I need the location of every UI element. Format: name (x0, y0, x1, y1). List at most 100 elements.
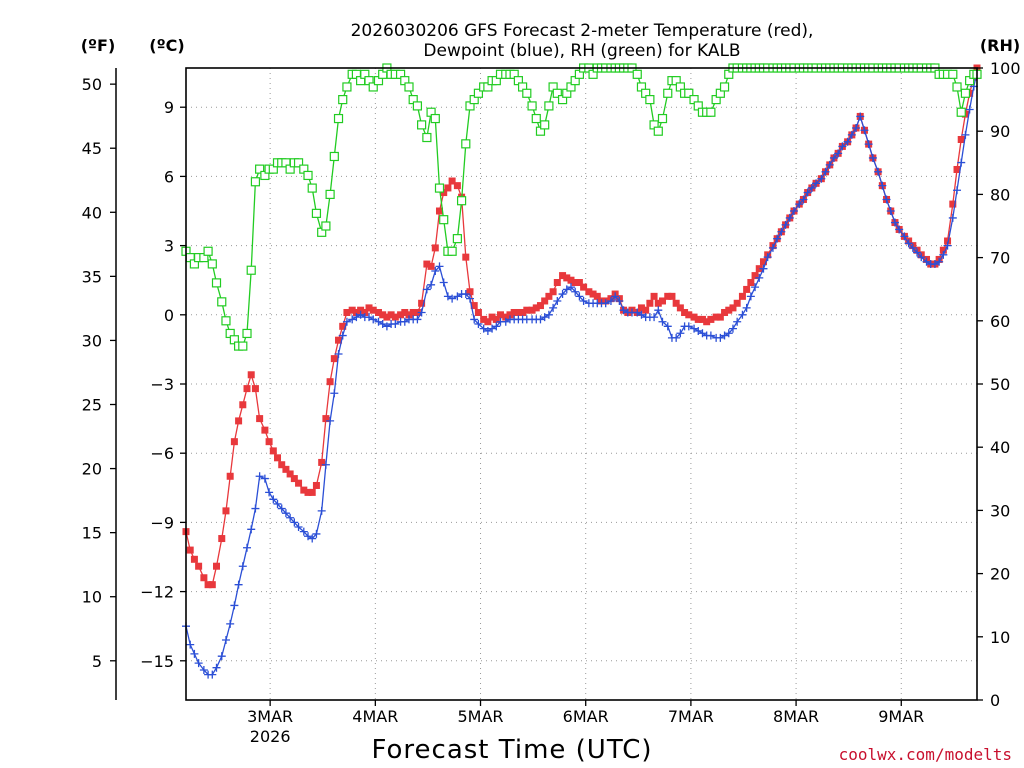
temperature-point (654, 299, 662, 307)
temperature-point (589, 290, 597, 298)
temperature-point (712, 313, 720, 321)
celsius-tick-label: 0 (164, 306, 174, 325)
temperature-point (743, 285, 751, 293)
dewpoint-point (654, 306, 663, 315)
dewpoint-point (817, 174, 826, 183)
dewpoint-point (825, 160, 834, 169)
dewpoint-point (308, 534, 317, 543)
dewpoint-point (939, 250, 948, 259)
temperature-point (295, 479, 303, 487)
dewpoint-point (676, 329, 685, 338)
temperature-point (409, 308, 417, 316)
temperature-point (497, 311, 505, 319)
temperature-point (391, 313, 399, 321)
temperature-point (213, 562, 221, 570)
dewpoint-point (544, 310, 553, 319)
temperature-point (528, 306, 536, 314)
temperature-point (549, 288, 557, 296)
dewpoint-point (908, 243, 917, 252)
rh-point (368, 82, 378, 92)
rh-tick-label: 20 (990, 565, 1010, 584)
dewpoint-point (890, 218, 899, 227)
rh-point (293, 158, 304, 168)
fahrenheit-tick-label: 35 (82, 267, 102, 286)
dewpoint-point (838, 142, 847, 151)
rh-point (473, 88, 484, 98)
dewpoint-point (803, 188, 812, 197)
rh-point (434, 183, 445, 193)
temperature-point (418, 299, 426, 307)
temperature-point (707, 315, 715, 323)
temperature-point (195, 562, 203, 570)
dewpoint-point (378, 320, 387, 329)
rh-point (333, 113, 344, 124)
temperature-point (466, 288, 474, 296)
dewpoint-point (930, 260, 939, 269)
rh-point (960, 88, 971, 98)
dewpoint-point (435, 262, 444, 271)
dewpoint-point (860, 126, 869, 135)
dewpoint-point (961, 130, 970, 139)
dewpoint-point (226, 619, 235, 628)
temperature-point (453, 182, 461, 190)
temperature-point (703, 318, 711, 326)
temperature-point (278, 461, 286, 469)
temperature-point (470, 302, 478, 310)
temperature-point (190, 555, 198, 563)
fahrenheit-tick-label: 15 (82, 524, 102, 543)
temperature-point (339, 322, 347, 330)
temperature-point (571, 279, 579, 287)
dewpoint-point (251, 504, 260, 513)
celsius-tick-label: 3 (164, 237, 174, 256)
temperature-point (738, 292, 746, 300)
fahrenheit-tick-label: 50 (82, 75, 102, 94)
rh-point (250, 177, 261, 187)
dewpoint-point (348, 315, 357, 324)
temperature-point (330, 355, 338, 363)
temperature-point (725, 306, 733, 314)
dewpoint-point (882, 195, 891, 204)
temperature-point (448, 177, 456, 185)
temperature-point (413, 308, 421, 316)
rh-point (221, 316, 231, 326)
temperature-point (357, 306, 365, 314)
temperature-point (755, 265, 763, 273)
temperature-point (642, 306, 650, 314)
temperature-point (444, 184, 452, 192)
temperature-point (510, 308, 518, 316)
dewpoint-point (466, 294, 475, 303)
rh-point (632, 69, 642, 79)
dewpoint-point (878, 181, 887, 190)
rh-tick-label: 70 (990, 249, 1010, 268)
dewpoint-point (619, 306, 628, 315)
dewpoint-point (795, 200, 804, 209)
chart-title-line1: 2026030206 GFS Forecast 2-meter Temperat… (351, 21, 814, 41)
dewpoint-point (243, 543, 252, 552)
temperature-point (664, 292, 672, 300)
series-layer (181, 63, 982, 679)
rh-point (342, 82, 352, 92)
dewpoint-point (733, 317, 742, 326)
temperature-point (523, 306, 531, 314)
dewpoint-point (773, 234, 782, 243)
temperature-point (519, 308, 527, 316)
dewpoint-point (777, 227, 786, 236)
dewpoint-point (294, 523, 303, 532)
dewpoint-point (724, 329, 733, 338)
temperature-point (269, 447, 277, 455)
x-axis-title: Forecast Time (UTC) (371, 735, 652, 765)
rh-point (303, 170, 313, 181)
temperature-point (374, 308, 382, 316)
temperature-point (247, 371, 255, 379)
rh-point (307, 183, 317, 193)
rh-point (430, 113, 440, 124)
dewpoint-point (427, 280, 436, 289)
dewpoint-point (290, 518, 299, 527)
temperature-point (256, 415, 264, 423)
rh-point (412, 101, 423, 111)
dewpoint-point (453, 292, 462, 301)
dewpoint-point (269, 495, 278, 504)
dewpoint-point (807, 183, 816, 192)
rh-point (255, 164, 265, 174)
